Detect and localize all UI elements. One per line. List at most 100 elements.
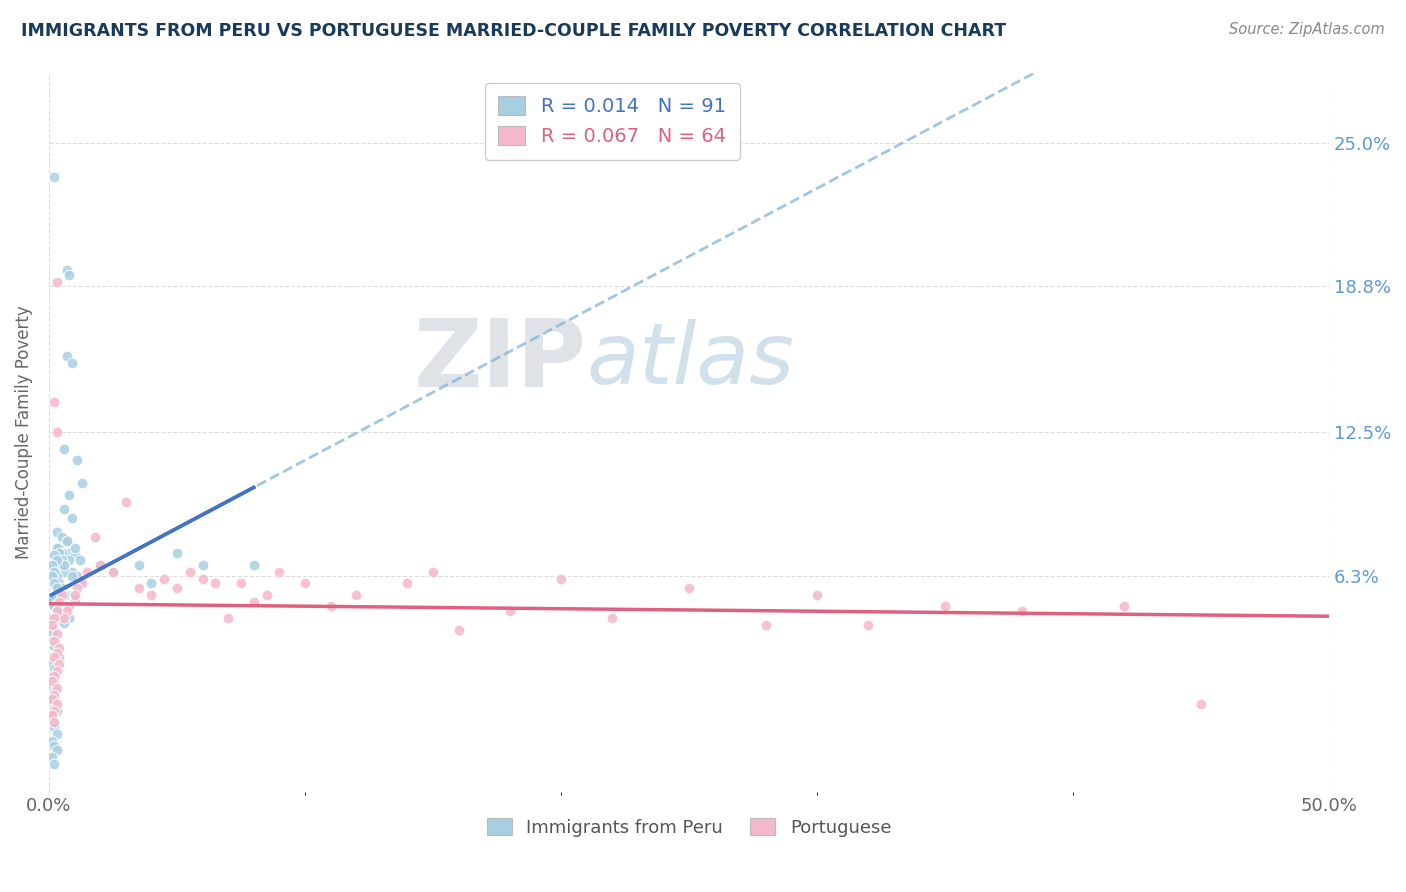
- Point: [45, 553, 67, 567]
- Point: [58, 611, 80, 625]
- Point: [229, 576, 252, 591]
- Point: [806, 588, 828, 602]
- Point: [53, 558, 76, 572]
- Point: [41, 708, 63, 723]
- Point: [53, 611, 76, 625]
- Point: [53, 442, 76, 456]
- Point: [51, 530, 73, 544]
- Point: [41, 692, 63, 706]
- Point: [45, 581, 67, 595]
- Point: [41, 592, 63, 607]
- Point: [63, 592, 86, 607]
- Point: [66, 453, 89, 467]
- Point: [447, 623, 470, 637]
- Point: [60, 511, 83, 525]
- Point: [256, 588, 278, 602]
- Point: [48, 657, 70, 672]
- Point: [41, 715, 63, 730]
- Point: [89, 558, 111, 572]
- Point: [396, 576, 419, 591]
- Point: [56, 534, 79, 549]
- Point: [84, 530, 107, 544]
- Point: [69, 553, 91, 567]
- Point: [294, 576, 316, 591]
- Point: [66, 581, 89, 595]
- Point: [48, 595, 70, 609]
- Point: [53, 615, 76, 630]
- Point: [114, 495, 136, 509]
- Point: [51, 611, 73, 625]
- Point: [42, 650, 65, 665]
- Point: [204, 576, 226, 591]
- Point: [70, 576, 93, 591]
- Point: [42, 611, 65, 625]
- Point: [153, 572, 176, 586]
- Point: [41, 708, 63, 723]
- Point: [41, 692, 63, 706]
- Point: [45, 604, 67, 618]
- Point: [48, 604, 70, 618]
- Point: [42, 634, 65, 648]
- Point: [45, 704, 67, 718]
- Point: [66, 569, 89, 583]
- Point: [45, 646, 67, 660]
- Point: [101, 565, 124, 579]
- Point: [42, 757, 65, 772]
- Point: [60, 356, 83, 370]
- Point: [217, 611, 239, 625]
- Point: [42, 592, 65, 607]
- Y-axis label: Married-Couple Family Poverty: Married-Couple Family Poverty: [15, 306, 32, 559]
- Point: [56, 534, 79, 549]
- Point: [344, 588, 367, 602]
- Point: [42, 697, 65, 711]
- Point: [45, 743, 67, 757]
- Point: [41, 734, 63, 748]
- Point: [128, 558, 150, 572]
- Point: [41, 558, 63, 572]
- Point: [45, 604, 67, 618]
- Point: [42, 549, 65, 563]
- Point: [42, 639, 65, 653]
- Point: [42, 720, 65, 734]
- Point: [45, 697, 67, 711]
- Point: [56, 588, 79, 602]
- Point: [42, 704, 65, 718]
- Point: [1189, 697, 1212, 711]
- Point: [856, 618, 879, 632]
- Point: [269, 565, 291, 579]
- Point: [42, 673, 65, 688]
- Point: [63, 549, 86, 563]
- Point: [934, 599, 956, 614]
- Point: [60, 565, 83, 579]
- Point: [58, 268, 80, 282]
- Point: [51, 546, 73, 560]
- Point: [42, 170, 65, 185]
- Point: [422, 565, 444, 579]
- Point: [191, 558, 214, 572]
- Point: [319, 599, 342, 614]
- Point: [48, 546, 70, 560]
- Point: [48, 650, 70, 665]
- Point: [45, 627, 67, 641]
- Point: [41, 750, 63, 764]
- Point: [45, 599, 67, 614]
- Point: [48, 641, 70, 656]
- Point: [70, 476, 93, 491]
- Point: [42, 576, 65, 591]
- Point: [60, 569, 83, 583]
- Point: [58, 546, 80, 560]
- Point: [53, 565, 76, 579]
- Point: [58, 599, 80, 614]
- Legend: Immigrants from Peru, Portuguese: Immigrants from Peru, Portuguese: [479, 811, 898, 844]
- Point: [42, 739, 65, 753]
- Point: [45, 275, 67, 289]
- Point: [63, 541, 86, 556]
- Point: [51, 588, 73, 602]
- Point: [41, 681, 63, 695]
- Text: IMMIGRANTS FROM PERU VS PORTUGUESE MARRIED-COUPLE FAMILY POVERTY CORRELATION CHA: IMMIGRANTS FROM PERU VS PORTUGUESE MARRI…: [21, 22, 1007, 40]
- Point: [58, 488, 80, 502]
- Point: [45, 558, 67, 572]
- Point: [1114, 599, 1136, 614]
- Point: [58, 553, 80, 567]
- Point: [600, 611, 623, 625]
